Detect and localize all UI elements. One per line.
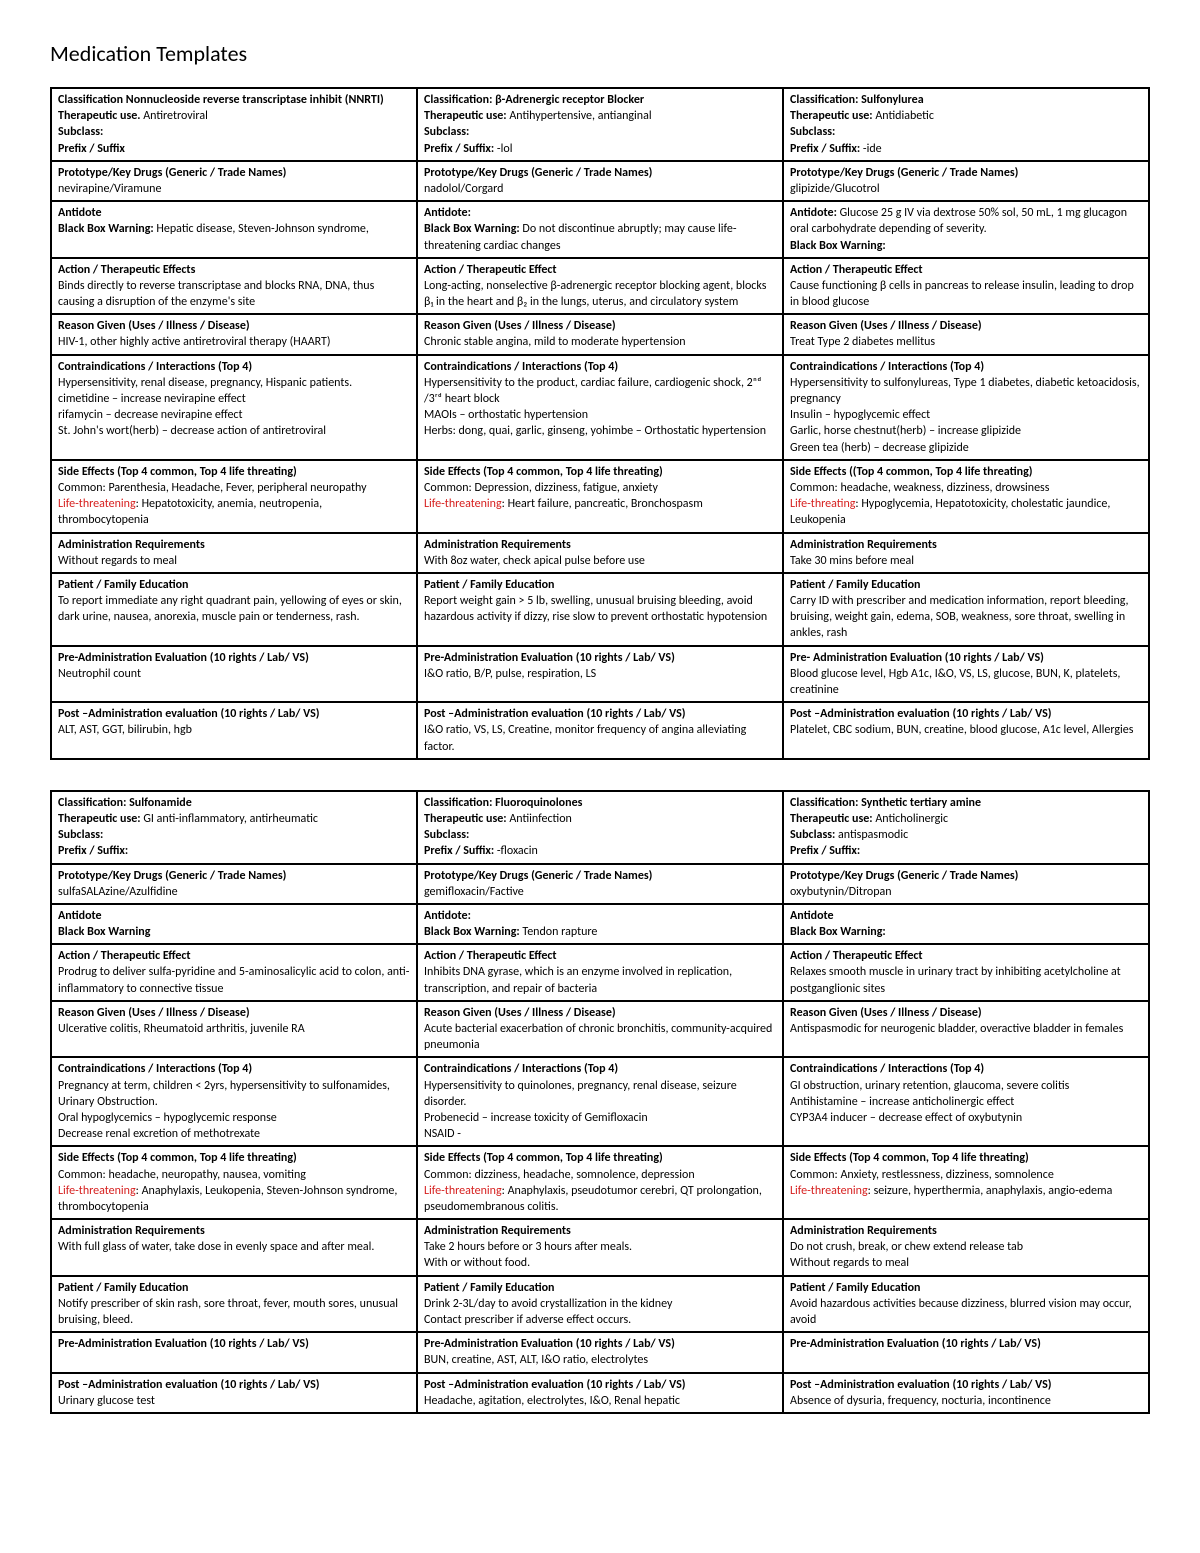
reason-cell: Reason Given (Uses / Illness / Disease) …	[51, 314, 417, 354]
prototype-cell: Prototype/Key Drugs (Generic / Trade Nam…	[417, 161, 783, 201]
antidote-cell: Antidote Black Box Warning: Hepatic dise…	[51, 201, 417, 258]
prototype-cell: Prototype/Key Drugs (Generic / Trade Nam…	[51, 864, 417, 904]
admin-cell: Administration Requirements Take 30 mins…	[783, 533, 1149, 573]
action-cell: Action / Therapeutic Effect Long-acting,…	[417, 258, 783, 315]
admin-cell: Administration Requirements Take 2 hours…	[417, 1219, 783, 1276]
action-cell: Action / Therapeutic Effect Inhibits DNA…	[417, 944, 783, 1001]
admin-cell: Administration Requirements With 8oz wat…	[417, 533, 783, 573]
patient-ed-cell: Patient / Family Education Report weight…	[417, 573, 783, 646]
action-cell: Action / Therapeutic Effect Relaxes smoo…	[783, 944, 1149, 1001]
side-effects-cell: Side Effects ((Top 4 common, Top 4 life …	[783, 460, 1149, 533]
reason-cell: Reason Given (Uses / Illness / Disease) …	[783, 314, 1149, 354]
reason-cell: Reason Given (Uses / Illness / Disease) …	[417, 1001, 783, 1058]
patient-ed-cell: Patient / Family Education Drink 2-3L/da…	[417, 1276, 783, 1333]
post-admin-cell: Post –Administration evaluation (10 righ…	[51, 1373, 417, 1413]
classification-cell: Classification: Sulfonamide Therapeutic …	[51, 791, 417, 864]
antidote-cell: Antidote Black Box Warning:	[783, 904, 1149, 944]
antidote-cell: Antidote: Black Box Warning: Tendon rapt…	[417, 904, 783, 944]
post-admin-cell: Post –Administration evaluation (10 righ…	[417, 1373, 783, 1413]
side-effects-cell: Side Effects (Top 4 common, Top 4 life t…	[51, 460, 417, 533]
admin-cell: Administration Requirements Do not crush…	[783, 1219, 1149, 1276]
reason-cell: Reason Given (Uses / Illness / Disease) …	[51, 1001, 417, 1058]
post-admin-cell: Post –Administration evaluation (10 righ…	[51, 702, 417, 759]
antidote-cell: Antidote: Glucose 25 g IV via dextrose 5…	[783, 201, 1149, 258]
pre-admin-cell: Pre-Administration Evaluation (10 rights…	[417, 646, 783, 703]
action-cell: Action / Therapeutic Effect Cause functi…	[783, 258, 1149, 315]
admin-cell: Administration Requirements Without rega…	[51, 533, 417, 573]
prototype-cell: Prototype/Key Drugs (Generic / Trade Nam…	[417, 864, 783, 904]
action-cell: Action / Therapeutic Effects Binds direc…	[51, 258, 417, 315]
pre-admin-cell: Pre-Administration Evaluation (10 rights…	[51, 646, 417, 703]
post-admin-cell: Post –Administration evaluation (10 righ…	[783, 1373, 1149, 1413]
patient-ed-cell: Patient / Family Education Carry ID with…	[783, 573, 1149, 646]
classification-cell: Classification: Fluoroquinolones Therape…	[417, 791, 783, 864]
prototype-cell: Prototype/Key Drugs (Generic / Trade Nam…	[783, 864, 1149, 904]
patient-ed-cell: Patient / Family Education Avoid hazardo…	[783, 1276, 1149, 1333]
reason-cell: Reason Given (Uses / Illness / Disease) …	[783, 1001, 1149, 1058]
contra-cell: Contraindications / Interactions (Top 4)…	[783, 1057, 1149, 1146]
patient-ed-cell: Patient / Family Education Notify prescr…	[51, 1276, 417, 1333]
antidote-cell: Antidote: Black Box Warning: Do not disc…	[417, 201, 783, 258]
prototype-cell: Prototype/Key Drugs (Generic / Trade Nam…	[51, 161, 417, 201]
contra-cell: Contraindications / Interactions (Top 4)…	[51, 355, 417, 460]
side-effects-cell: Side Effects (Top 4 common, Top 4 life t…	[51, 1146, 417, 1219]
medication-table-2: Classification: Sulfonamide Therapeutic …	[50, 790, 1150, 1414]
contra-cell: Contraindications / Interactions (Top 4)…	[783, 355, 1149, 460]
admin-cell: Administration Requirements With full gl…	[51, 1219, 417, 1276]
classification-cell: Classification: β-Adrenergic receptor Bl…	[417, 88, 783, 161]
classification-cell: Classification Nonnucleoside reverse tra…	[51, 88, 417, 161]
side-effects-cell: Side Effects (Top 4 common, Top 4 life t…	[417, 460, 783, 533]
reason-cell: Reason Given (Uses / Illness / Disease) …	[417, 314, 783, 354]
pre-admin-cell: Pre-Administration Evaluation (10 rights…	[783, 1332, 1149, 1372]
action-cell: Action / Therapeutic Effect Prodrug to d…	[51, 944, 417, 1001]
pre-admin-cell: Pre-Administration Evaluation (10 rights…	[417, 1332, 783, 1372]
classification-cell: Classification: Sulfonylurea Therapeutic…	[783, 88, 1149, 161]
contra-cell: Contraindications / Interactions (Top 4)…	[417, 355, 783, 460]
post-admin-cell: Post –Administration evaluation (10 righ…	[783, 702, 1149, 759]
classification-cell: Classification: Synthetic tertiary amine…	[783, 791, 1149, 864]
antidote-cell: Antidote Black Box Warning	[51, 904, 417, 944]
patient-ed-cell: Patient / Family Education To report imm…	[51, 573, 417, 646]
contra-cell: Contraindications / Interactions (Top 4)…	[417, 1057, 783, 1146]
side-effects-cell: Side Effects (Top 4 common, Top 4 life t…	[783, 1146, 1149, 1219]
prototype-cell: Prototype/Key Drugs (Generic / Trade Nam…	[783, 161, 1149, 201]
pre-admin-cell: Pre-Administration Evaluation (10 rights…	[51, 1332, 417, 1372]
post-admin-cell: Post –Administration evaluation (10 righ…	[417, 702, 783, 759]
page-title: Medication Templates	[50, 40, 1150, 67]
pre-admin-cell: Pre- Administration Evaluation (10 right…	[783, 646, 1149, 703]
medication-table-1: Classification Nonnucleoside reverse tra…	[50, 87, 1150, 760]
contra-cell: Contraindications / Interactions (Top 4)…	[51, 1057, 417, 1146]
side-effects-cell: Side Effects (Top 4 common, Top 4 life t…	[417, 1146, 783, 1219]
